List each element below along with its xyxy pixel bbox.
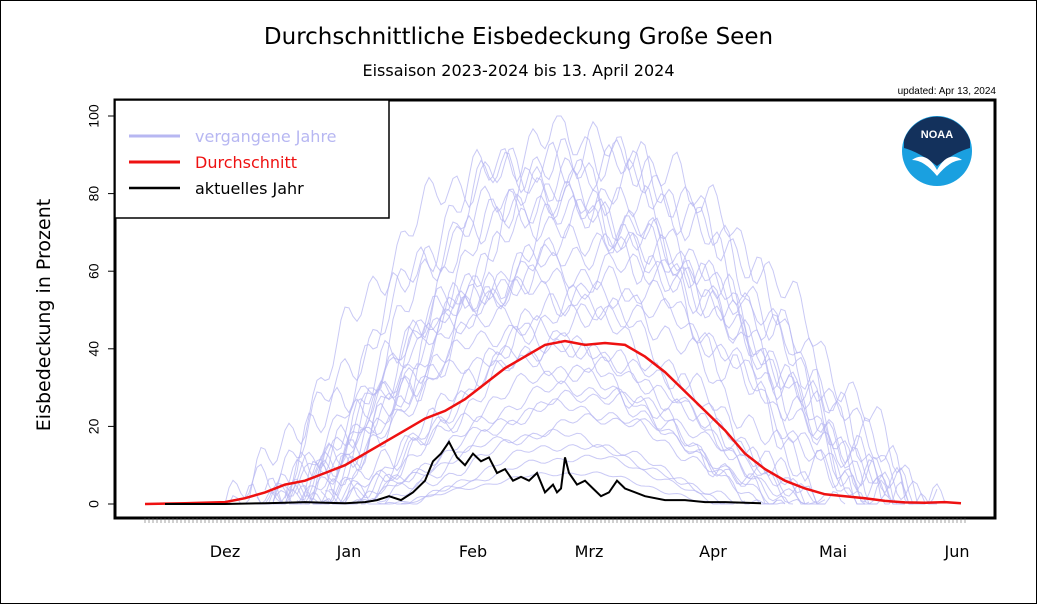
current-year-line [165,439,762,505]
x-tick-label: Mai [819,542,847,561]
y-tick-label: 0 [86,500,102,508]
legend-box [114,99,390,219]
y-tick-label: 20 [86,418,102,434]
y-axis-ticks: 0 20 40 60 80 100 [86,104,115,508]
average-layer [144,339,962,506]
past-year-line [384,454,726,505]
x-axis-ticks: Dez Jan Feb Mrz Apr Mai Jun [144,518,970,561]
average-line [144,339,962,506]
legend-label-past-years: vergangene Jahre [195,127,337,146]
past-year-line [296,243,846,505]
x-tick-label: Jan [336,542,362,561]
chart-title: Durchschnittliche Eisbedeckung Große See… [263,24,774,50]
past-year-line [313,248,938,505]
noaa-logo-bird [912,156,962,176]
updated-label: updated: Apr 13, 2024 [897,86,996,97]
y-tick-label: 40 [86,341,102,357]
y-tick-label: 80 [86,186,102,202]
x-tick-label: Feb [459,542,487,561]
y-tick-label: 100 [86,104,102,128]
past-year-line [224,181,925,505]
noaa-logo-text: NOAA [921,129,953,141]
past-year-line [273,215,886,505]
past-year-line [400,443,738,505]
past-years-layer [224,115,946,505]
noaa-logo-sky [904,116,970,166]
x-tick-label: Dez [210,542,241,561]
past-year-line [313,356,806,505]
past-year-line [305,120,913,505]
legend: vergangene Jahre Durchschnitt aktuelles … [114,99,390,219]
past-year-line [329,297,877,505]
plot-area-border [113,98,997,520]
past-year-line [345,398,778,505]
x-tick-label: Mrz [575,542,604,561]
noaa-logo: NOAA [902,116,972,186]
past-year-line [376,471,714,505]
past-year-line [289,138,913,505]
past-year-line [284,275,826,505]
past-year-line [304,314,818,505]
past-year-line [249,231,905,505]
past-year-line [364,413,786,505]
chart-subtitle: Eissaison 2023-2024 bis 13. April 2024 [362,61,675,80]
past-year-line [361,389,810,505]
past-year-line [296,167,890,505]
x-tick-label: Jun [944,542,970,561]
past-year-line [264,198,897,505]
past-year-line [225,147,865,505]
y-tick-label: 60 [86,263,102,279]
past-year-line [257,264,825,505]
past-year-line [336,428,746,505]
x-tick-label: Apr [699,542,727,561]
current-layer [165,439,762,505]
legend-label-average: Durchschnitt [195,153,297,172]
legend-label-current: aktuelles Jahr [195,179,304,198]
past-year-line [281,157,946,505]
